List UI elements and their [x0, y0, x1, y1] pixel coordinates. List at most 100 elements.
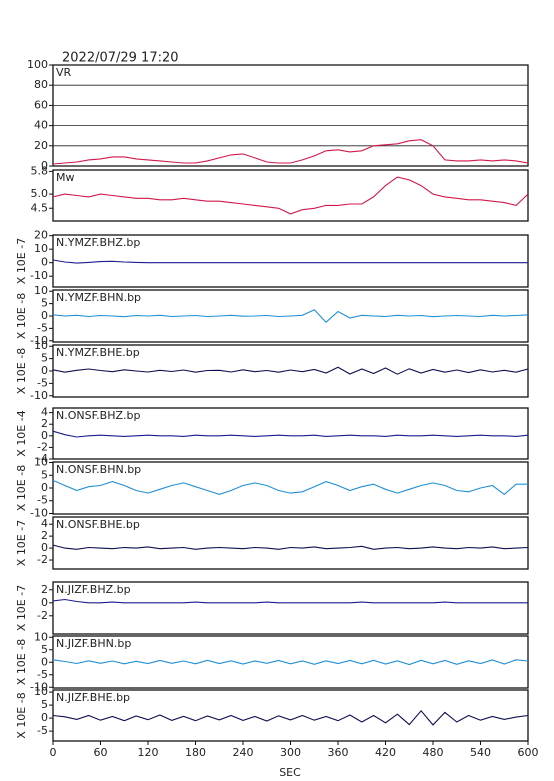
- y-tick-label: 2: [41, 417, 48, 430]
- trace-line: [52, 259, 528, 264]
- panel-label: N.YMZF.BHN.bp: [56, 291, 141, 304]
- y-tick-label: -5: [37, 724, 48, 737]
- y-tick-label: 4: [41, 517, 48, 530]
- y-tick-label: 60: [34, 98, 48, 111]
- panel-label: N.JIZF.BHN.bp: [56, 637, 131, 650]
- chart-title: 2022/07/29 17:20: [62, 51, 179, 66]
- x-tick-label: 360: [328, 746, 349, 759]
- y-tick-label: 2: [41, 529, 48, 542]
- y-tick-label: 5: [41, 468, 48, 481]
- y-tick-label: 4.5: [31, 201, 49, 214]
- y-tick-label: 0: [41, 256, 48, 269]
- trace-line: [52, 544, 529, 550]
- x-tick-label: 60: [94, 746, 108, 759]
- y-tick-label: -5: [37, 376, 48, 389]
- y-tick-label: 10: [34, 456, 48, 469]
- y-tick-label: 0: [41, 364, 48, 377]
- y-tick-label: 0: [41, 429, 48, 442]
- y-scale-label: X 10E -8: [15, 692, 28, 738]
- y-tick-label: -2: [37, 553, 48, 566]
- y-tick-label: -2: [37, 440, 48, 453]
- y-scale-label: X 10E -8: [15, 639, 28, 685]
- y-tick-label: 0: [41, 541, 48, 554]
- trace-line: [52, 430, 529, 438]
- y-scale-label: X 10E -8: [15, 348, 28, 394]
- y-tick-label: 0: [41, 159, 48, 172]
- trace-line: [52, 176, 529, 215]
- y-tick-label: 10: [34, 284, 48, 297]
- panel-label: N.ONSF.BHN.bp: [56, 463, 141, 476]
- trace-line: [52, 366, 529, 375]
- panel-label: VR: [56, 66, 72, 79]
- panel-label: N.YMZF.BHZ.bp: [56, 236, 140, 249]
- y-tick-label: 4: [41, 406, 48, 419]
- y-tick-label: 2: [41, 583, 48, 596]
- y-tick-label: 5: [41, 297, 48, 310]
- x-axis-label: SEC: [279, 766, 301, 779]
- x-tick-label: 420: [375, 746, 396, 759]
- y-tick-label: 5: [41, 698, 48, 711]
- y-tick-label: -10: [30, 269, 48, 282]
- y-tick-label: 5.0: [31, 187, 49, 200]
- y-scale-label: X 10E -8: [15, 293, 28, 339]
- y-tick-label: 0: [41, 711, 48, 724]
- panel-frame: [52, 234, 529, 288]
- y-tick-label: 40: [34, 119, 48, 132]
- x-tick-label: 300: [280, 746, 301, 759]
- y-scale-label: X 10E -7: [15, 238, 28, 284]
- y-tick-label: 10: [34, 630, 48, 643]
- y-tick-label: 20: [34, 229, 48, 242]
- y-tick-label: -5: [37, 321, 48, 334]
- y-tick-label: 10: [34, 685, 48, 698]
- panel-label: N.YMZF.BHE.bp: [56, 346, 140, 359]
- y-scale-label: X 10E -7: [15, 585, 28, 631]
- panel-label: N.ONSF.BHZ.bp: [56, 409, 140, 422]
- x-tick-label: 540: [470, 746, 491, 759]
- y-tick-label: -10: [30, 389, 48, 402]
- x-tick-label: 180: [185, 746, 206, 759]
- panel-label: N.JIZF.BHZ.bp: [56, 583, 131, 596]
- y-tick-label: 0: [41, 596, 48, 609]
- y-tick-label: 0: [41, 309, 48, 322]
- panel-frame: [52, 169, 529, 222]
- y-tick-label: -5: [37, 494, 48, 507]
- trace-line: [52, 598, 528, 604]
- y-tick-label: 5: [41, 352, 48, 365]
- y-tick-label: -4: [37, 452, 48, 465]
- trace-line: [52, 479, 528, 496]
- x-tick-label: 600: [518, 746, 539, 759]
- panel-label: N.JIZF.BHE.bp: [56, 691, 130, 704]
- trace-line: [52, 709, 529, 726]
- panel-frame: [52, 581, 529, 635]
- panel-label: N.ONSF.BHE.bp: [56, 518, 140, 531]
- y-tick-label: -10: [30, 334, 48, 347]
- y-tick-label: -10: [30, 506, 48, 519]
- panel-frame: [52, 407, 529, 460]
- trace-line: [52, 139, 529, 165]
- y-tick-label: 0: [41, 481, 48, 494]
- y-tick-label: -10: [30, 680, 48, 693]
- y-tick-label: 10: [34, 242, 48, 255]
- x-tick-label: 120: [138, 746, 159, 759]
- panel-label: Mw: [56, 171, 75, 184]
- y-tick-label: 20: [34, 139, 48, 152]
- y-scale-label: X 10E -4: [15, 410, 28, 456]
- y-tick-label: -5: [37, 668, 48, 681]
- y-tick-label: 80: [34, 78, 48, 91]
- y-scale-label: X 10E -8: [15, 465, 28, 511]
- y-tick-label: 100: [27, 58, 48, 71]
- x-tick-label: 0: [50, 746, 57, 759]
- x-tick-label: 240: [233, 746, 254, 759]
- x-tick-label: 480: [423, 746, 444, 759]
- panel-frame: [52, 64, 529, 167]
- panel-frame: [52, 516, 529, 570]
- y-scale-label: X 10E -7: [15, 520, 28, 566]
- y-tick-label: 5: [41, 643, 48, 656]
- trace-line: [52, 659, 529, 666]
- trace-line: [52, 309, 529, 323]
- y-tick-label: 5.8: [31, 164, 49, 177]
- y-tick-label: 10: [34, 339, 48, 352]
- y-tick-label: 0: [41, 655, 48, 668]
- y-tick-label: -2: [37, 609, 48, 622]
